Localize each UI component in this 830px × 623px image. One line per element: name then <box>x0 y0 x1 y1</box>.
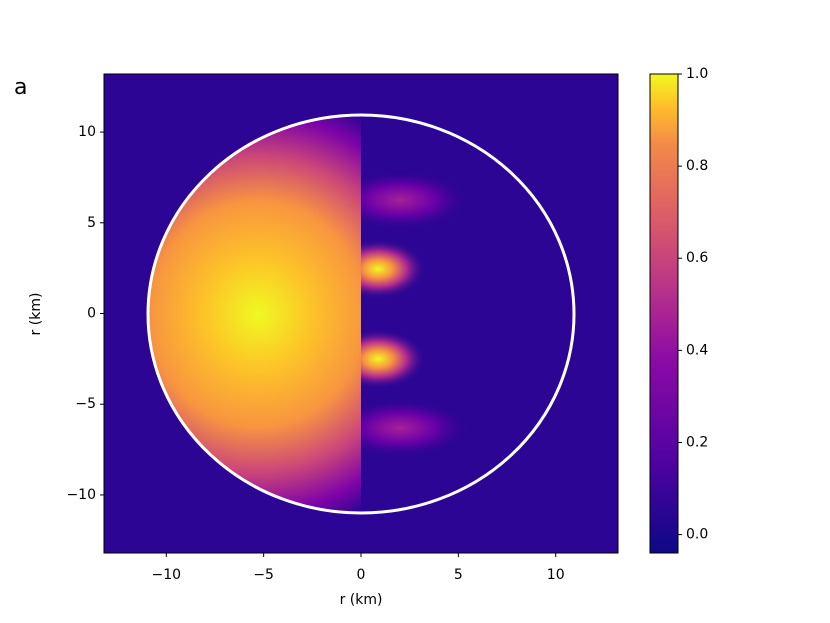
colorbar-tick-label: 0.0 <box>686 527 708 543</box>
y-axis-label: r (km) <box>28 293 44 336</box>
colorbar-tick-label: 0.2 <box>686 434 708 450</box>
colorbar-tick-label: 0.6 <box>686 250 708 266</box>
y-tick-label: 10 <box>78 124 96 140</box>
x-tick-label: 5 <box>454 567 463 583</box>
colorbar-tick-label: 0.4 <box>686 342 708 358</box>
y-tick-label: −5 <box>75 396 96 412</box>
x-tick-label: 0 <box>357 567 366 583</box>
y-tick-label: 5 <box>87 215 96 231</box>
y-tick-label: 0 <box>87 306 96 322</box>
colorbar-tick-label: 1.0 <box>686 66 708 82</box>
colorbar-tick-label: 0.8 <box>686 158 708 174</box>
x-tick-label: −5 <box>253 567 274 583</box>
colorbar <box>649 73 679 554</box>
panel-label: a <box>14 75 27 100</box>
x-axis-label: r (km) <box>340 592 383 608</box>
heatmap <box>104 74 618 553</box>
x-tick-label: 10 <box>547 567 565 583</box>
y-tick-label: −10 <box>66 487 96 503</box>
x-tick-label: −10 <box>152 567 182 583</box>
